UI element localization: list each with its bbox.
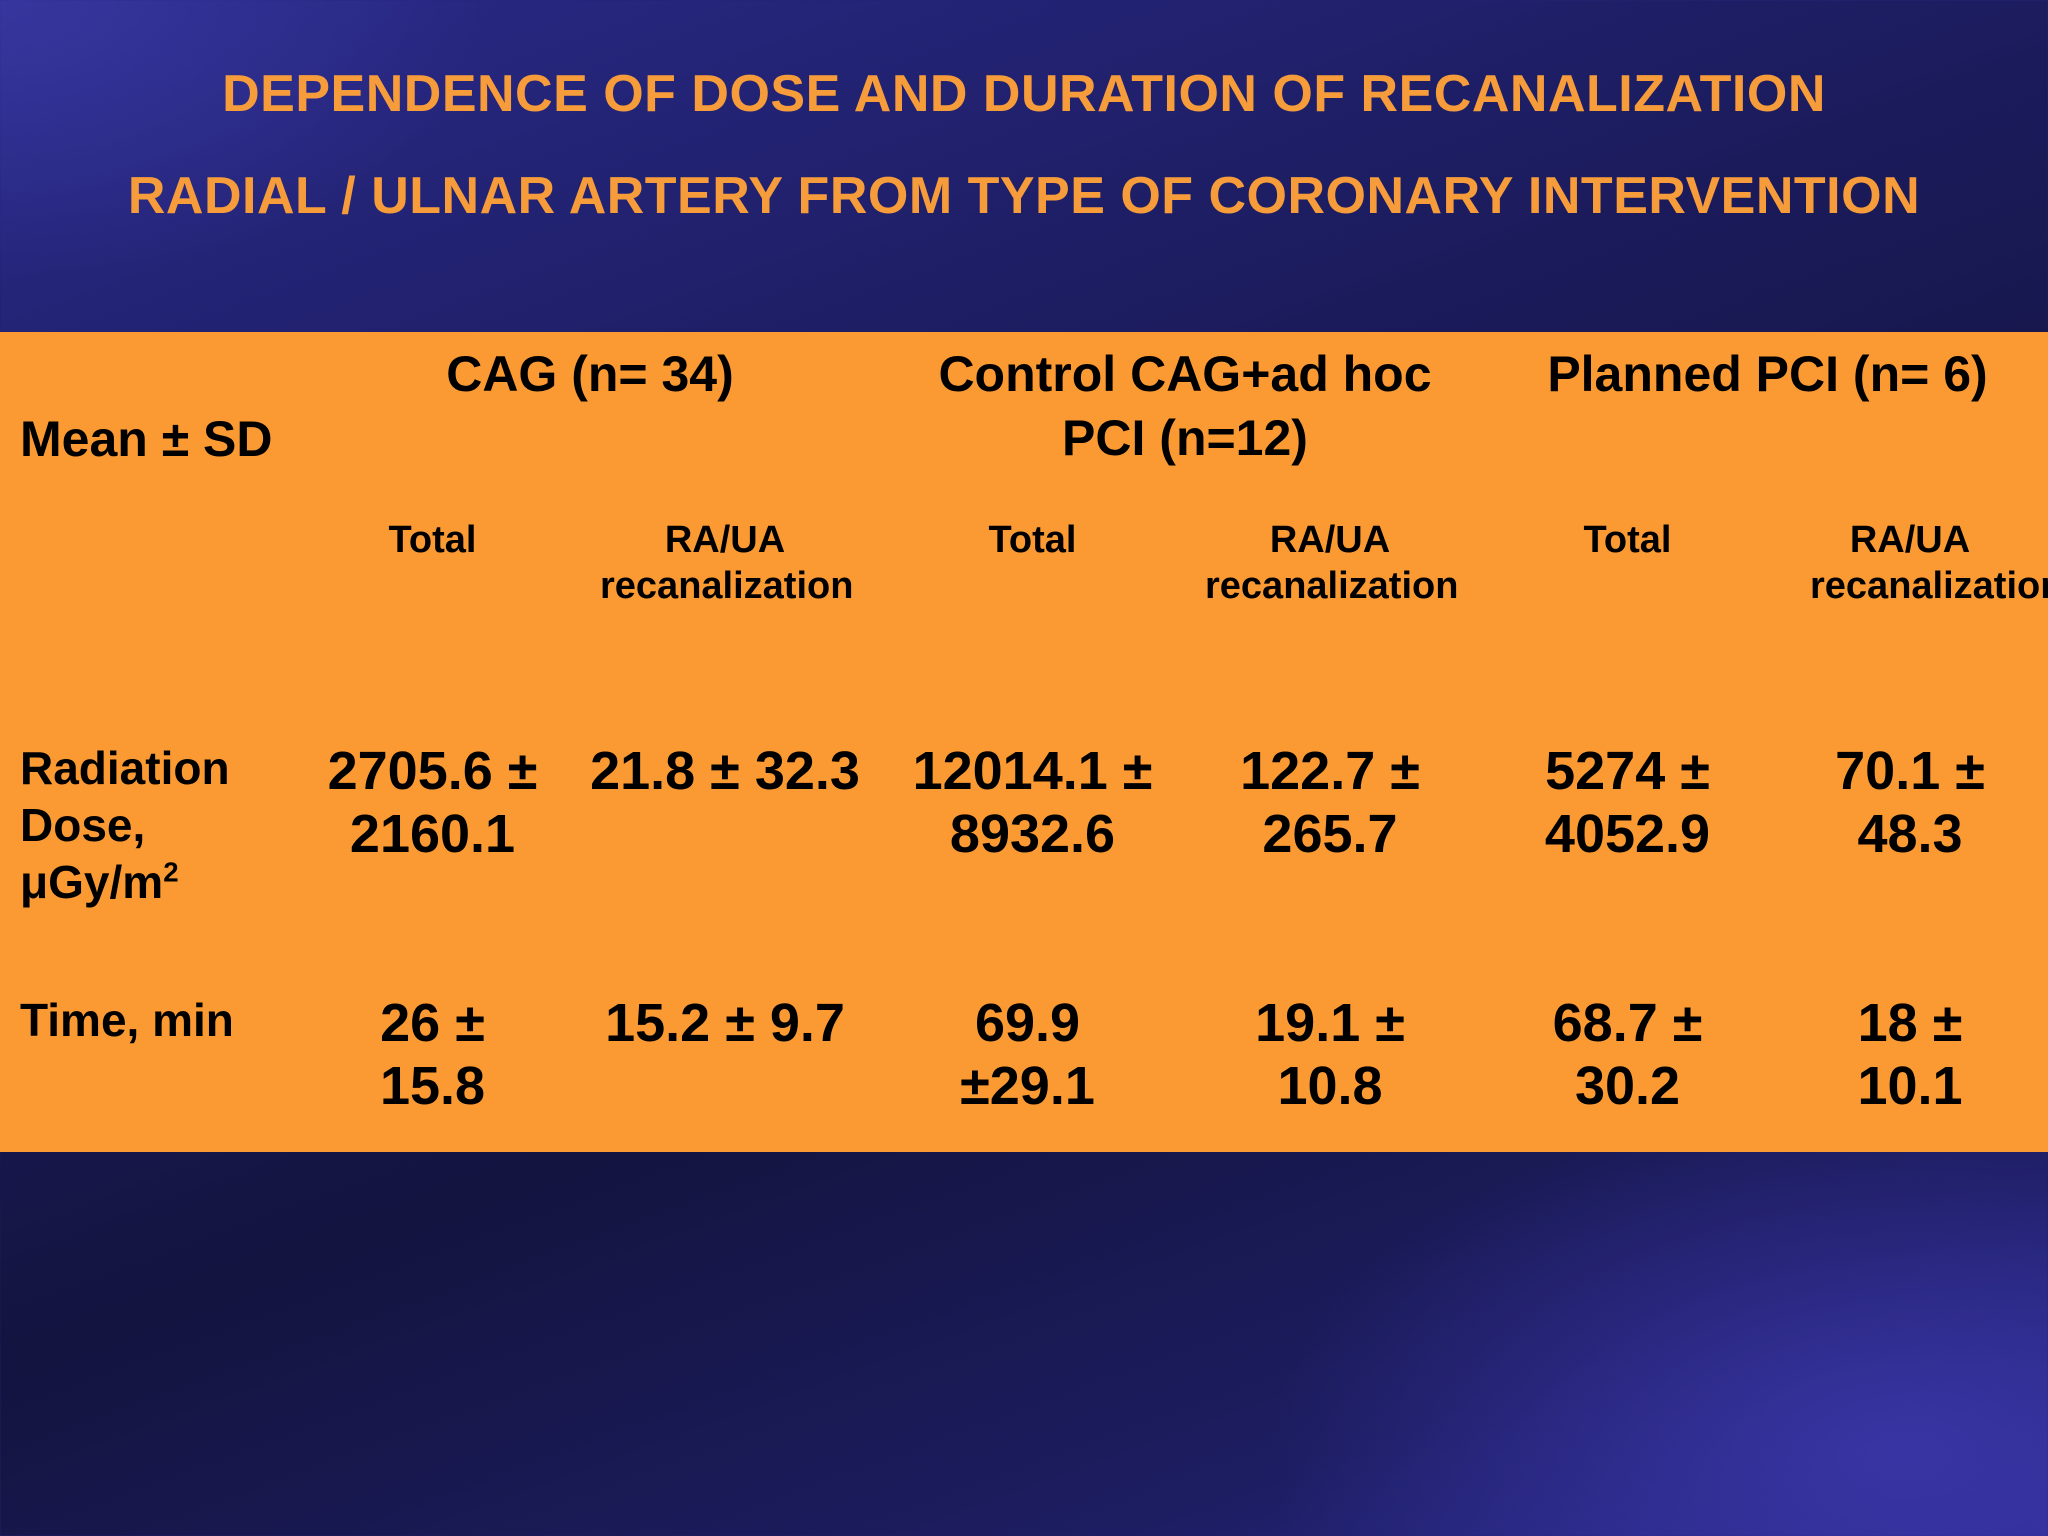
cell-value: 69.9 ±29.1 [960,993,1095,1116]
cell-value: 19.1 ± 10.8 [1255,993,1405,1116]
title-line-2: RADIAL / ULNAR ARTERY FROM TYPE OF CORON… [127,167,1921,225]
cell-value: 122.7 ± 265.7 [1240,741,1420,864]
subheader-total: Total [988,519,1077,561]
cell-value: 2705.6 ± 2160.1 [327,741,538,864]
cell-value: 12014.1 ± 8932.6 [912,741,1153,864]
title-line-1: DEPENDENCE OF DOSE AND DURATION OF RECAN… [222,65,1826,123]
cell-value: 15.2 ± 9.7 [605,993,845,1053]
row-label-time: Time, min [20,994,234,1046]
cell-value: 26 ± 15.8 [379,993,486,1116]
subheader-total: Total [388,519,477,561]
cell-value: 21.8 ± 32.3 [590,741,860,801]
group-header-planned: Planned PCI (n= 6) [1547,346,1988,402]
subheader-recanalization: RA/UA recanalization [1205,519,1459,607]
subheader-recanalization: RA/UA recanalization [600,519,854,607]
group-header-cag: CAG (n= 34) [446,346,734,402]
row-label-radiation-dose: Radiation Dose, μGy/m2 [20,740,280,911]
slide-title: DEPENDENCE OF DOSE AND DURATION OF RECAN… [0,0,2048,330]
subheader-total: Total [1583,519,1672,561]
row-label-text: Radiation Dose, μGy/m [20,742,230,908]
cell-value: 5274 ± 4052.9 [1544,741,1711,864]
group-header-control: Control CAG+ad hoc PCI (n=12) [938,346,1432,466]
cell-value: 68.7 ± 30.2 [1552,993,1703,1116]
corner-label: Mean ± SD [20,411,273,467]
data-table: Mean ± SD CAG (n= 34) Control CAG+ad hoc… [0,332,2048,1152]
row-label-superscript: 2 [163,856,179,888]
cell-value: 18 ± 10.1 [1857,993,1963,1116]
cell-value: 70.1 ± 48.3 [1835,741,1985,864]
subheader-recanalization: RA/UA recanalization [1810,519,2048,607]
